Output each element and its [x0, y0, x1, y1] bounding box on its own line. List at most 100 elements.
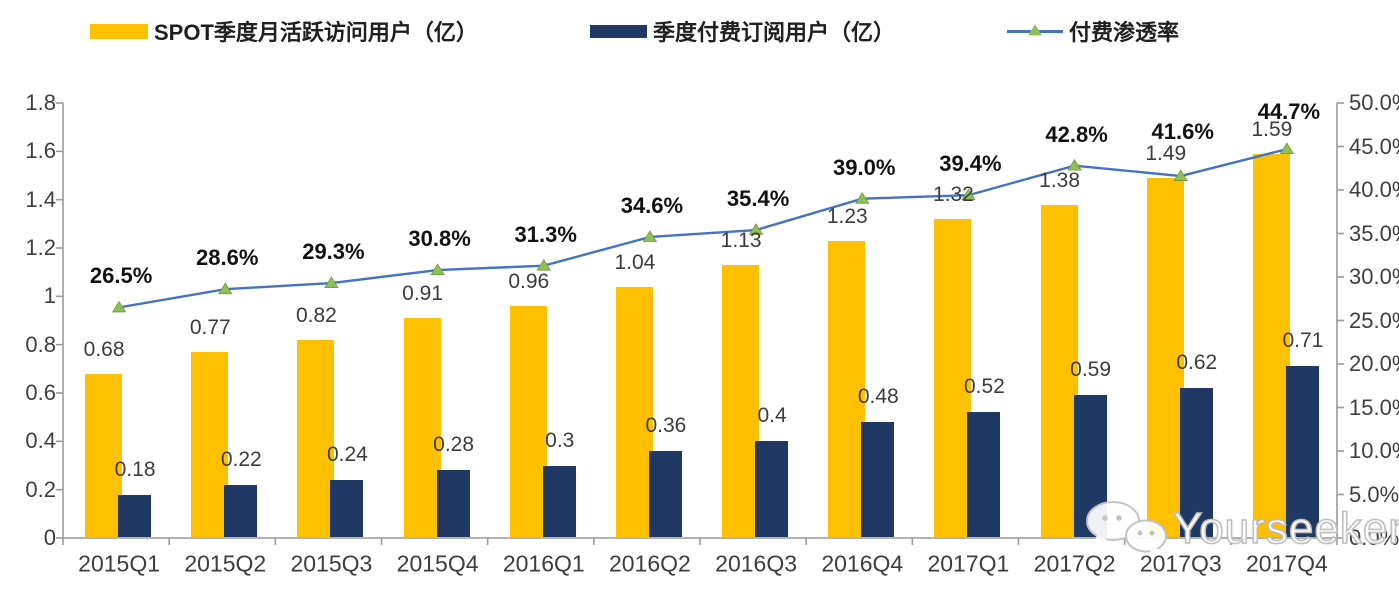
bar-value-label-mau: 0.82	[295, 303, 337, 327]
penetration-label: 34.6%	[620, 192, 684, 218]
legend-item-subs: 季度付费订阅用户（亿）	[590, 16, 895, 46]
bar-subs	[755, 441, 789, 537]
bar-value-label-mau: 1.13	[720, 228, 762, 252]
left-axis-tick-label: 1.2	[25, 235, 56, 260]
right-axis-tick-label: 10.0%	[1349, 438, 1399, 463]
line-point-marker	[430, 263, 445, 275]
legend-item-penetration: 付费渗透率	[1007, 16, 1179, 46]
legend-swatch-subs-icon	[590, 24, 647, 38]
left-axis-tick-label: 0	[43, 525, 56, 550]
penetration-label: 39.0%	[833, 154, 896, 180]
line-point-marker	[218, 282, 233, 295]
line-point-marker	[855, 191, 870, 204]
penetration-label: 39.4%	[939, 151, 1002, 177]
penetration-label: 30.8%	[408, 226, 471, 252]
penetration-label: 29.3%	[302, 239, 365, 265]
bar-subs	[861, 422, 895, 537]
watermark: Yourseeker	[1083, 500, 1399, 558]
bar-value-label-mau: 0.91	[402, 282, 444, 306]
line-point-marker	[111, 300, 127, 313]
left-axis-tick-label: 1	[43, 283, 56, 309]
penetration-label: 42.8%	[1045, 121, 1108, 147]
chat-bubbles-icon	[1086, 501, 1167, 556]
bar-subs	[330, 480, 364, 537]
right-axis-tick-label: 15.0%	[1349, 394, 1399, 420]
bar-subs	[436, 470, 470, 537]
bar-subs	[1179, 388, 1213, 537]
bar-value-label-mau: 1.59	[1251, 117, 1293, 141]
line-point-marker	[1279, 142, 1295, 155]
bar-value-label-subs: 0.62	[1176, 351, 1218, 375]
bar-subs	[542, 465, 576, 537]
line-point-marker	[642, 230, 658, 242]
x-axis-label: 2016Q2	[608, 550, 691, 577]
bar-value-label-subs: 0.71	[1282, 329, 1324, 353]
bar-mau	[509, 306, 547, 537]
bar-mau	[615, 286, 653, 537]
legend-item-mau: SPOT季度月活跃访问用户（亿）	[90, 16, 478, 46]
bar-value-label-subs: 0.22	[220, 447, 262, 471]
bar-value-label-subs: 0.24	[326, 443, 368, 466]
line-point-marker	[324, 276, 339, 288]
line-point-marker	[536, 258, 551, 271]
bar-value-label-subs: 0.28	[433, 433, 475, 457]
left-axis-tick-label: 0.6	[25, 380, 56, 405]
bar-mau	[85, 373, 123, 537]
penetration-line	[118, 147, 1288, 309]
bar-mau	[297, 339, 335, 537]
bar-value-label-subs: 0.18	[114, 457, 156, 481]
bar-subs	[224, 484, 258, 537]
legend-swatch-mau-icon	[90, 23, 148, 39]
penetration-label: 26.5%	[89, 263, 153, 289]
left-axis-tick-label: 0.8	[25, 331, 56, 357]
x-axis-label: 2017Q3	[1139, 550, 1222, 577]
bar-value-label-subs: 0.4	[757, 404, 787, 428]
right-axis-tick-label: 45.0%	[1349, 133, 1399, 159]
right-axis-tick-label: 40.0%	[1349, 177, 1399, 202]
bar-mau	[722, 264, 760, 537]
left-axis-tick-label: 0.4	[25, 428, 56, 454]
bar-value-label-mau: 0.96	[508, 270, 550, 293]
bar-subs	[118, 494, 152, 537]
x-axis-label: 2015Q3	[290, 550, 373, 577]
penetration-label: 44.7%	[1257, 99, 1321, 125]
bar-value-label-subs: 0.59	[1070, 358, 1112, 382]
bar-subs	[1285, 366, 1319, 537]
right-axis-tick-label: 35.0%	[1349, 220, 1399, 246]
bar-value-label-mau: 0.77	[189, 315, 231, 339]
bar-subs	[967, 412, 1001, 537]
bar-subs	[648, 451, 682, 537]
left-axis-tick-label: 1.4	[25, 186, 56, 212]
bar-value-label-subs: 0.52	[963, 375, 1005, 399]
legend-label-mau: SPOT季度月活跃访问用户（亿）	[154, 20, 478, 45]
legend-label-penetration: 付费渗透率	[1069, 20, 1180, 45]
x-axis-label: 2015Q4	[396, 550, 479, 577]
right-axis-tick-label: 0.0%	[1349, 525, 1399, 550]
x-axis-label: 2016Q1	[502, 550, 585, 577]
bar-value-label-mau: 1.23	[826, 204, 868, 228]
x-axis-label: 2015Q1	[78, 550, 161, 577]
bar-value-label-subs: 0.36	[645, 414, 687, 437]
x-axis-label: 2016Q3	[715, 550, 798, 577]
bar-value-label-subs: 0.48	[857, 385, 899, 408]
x-axis-label: 2017Q2	[1033, 550, 1116, 577]
legend-label-subs: 季度付费订阅用户（亿）	[653, 20, 896, 45]
bar-value-label-mau: 1.38	[1039, 168, 1081, 192]
x-axis-label: 2015Q2	[184, 550, 267, 577]
bar-mau	[191, 351, 229, 537]
right-axis-tick-label: 20.0%	[1349, 351, 1399, 376]
penetration-label: 41.6%	[1151, 119, 1214, 145]
legend-line-sample-icon	[1007, 24, 1063, 36]
bar-value-label-mau: 1.04	[614, 250, 656, 274]
penetration-label: 28.6%	[196, 245, 259, 271]
triangle-marker-icon	[1028, 24, 1042, 36]
left-axis-tick-label: 1.6	[25, 138, 56, 164]
right-axis-tick-label: 30.0%	[1349, 264, 1399, 289]
x-axis-label: 2017Q1	[927, 550, 1010, 577]
right-axis-tick-label: 50.0%	[1349, 90, 1399, 115]
x-axis-label: 2017Q4	[1245, 550, 1328, 577]
left-axis-tick-label: 0.2	[25, 476, 56, 502]
bar-value-label-subs: 0.3	[545, 428, 575, 452]
bar-value-label-mau: 1.32	[932, 183, 974, 206]
